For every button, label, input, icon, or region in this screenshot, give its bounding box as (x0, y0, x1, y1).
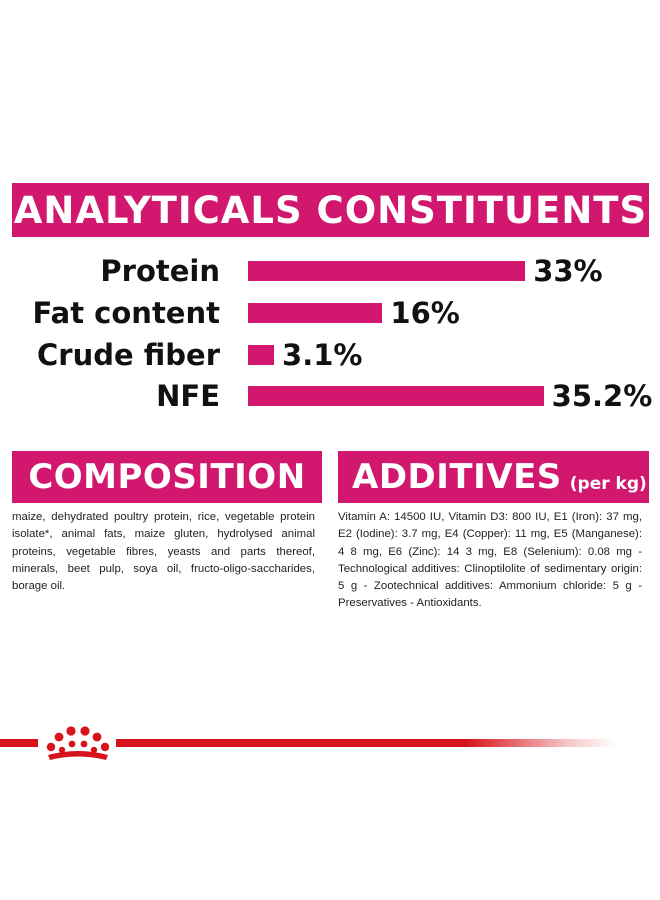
additives-title: ADDITIVES (352, 457, 562, 497)
row-label: Fat content (32, 296, 220, 330)
analytics-row-nfe: NFE 35.2% (0, 379, 660, 413)
row-label: Crude fiber (37, 338, 220, 372)
row-value: 35.2% (551, 379, 653, 413)
row-bar (248, 386, 544, 406)
row-label: Protein (100, 254, 220, 288)
row-bar (248, 345, 275, 365)
analytics-header: ANALYTICALS CONSTITUENTS (12, 183, 649, 237)
analytics-row-protein: Protein 33% (0, 254, 660, 288)
royal-canin-crown-icon (46, 726, 110, 760)
analytics-row-fiber: Crude fiber 3.1% (0, 338, 660, 372)
row-value: 33% (533, 254, 603, 288)
footer-line-right (116, 739, 616, 747)
additives-header: ADDITIVES (per kg) (338, 451, 649, 503)
row-bar (248, 261, 526, 281)
additives-subtitle: (per kg) (569, 474, 647, 494)
row-bar (248, 303, 383, 323)
analytics-row-fat: Fat content 16% (0, 296, 660, 330)
additives-text: Vitamin A: 14500 IU, Vitamin D3: 800 IU,… (338, 511, 642, 610)
row-label: NFE (156, 379, 220, 413)
row-value: 3.1% (282, 338, 363, 372)
analytics-title: ANALYTICALS CONSTITUENTS (13, 188, 648, 232)
footer-line-left (0, 739, 38, 747)
composition-header: COMPOSITION (12, 451, 322, 503)
composition-text: maize, dehydrated poultry protein, rice,… (12, 511, 315, 593)
composition-title: COMPOSITION (28, 457, 306, 497)
row-value: 16% (390, 296, 460, 330)
